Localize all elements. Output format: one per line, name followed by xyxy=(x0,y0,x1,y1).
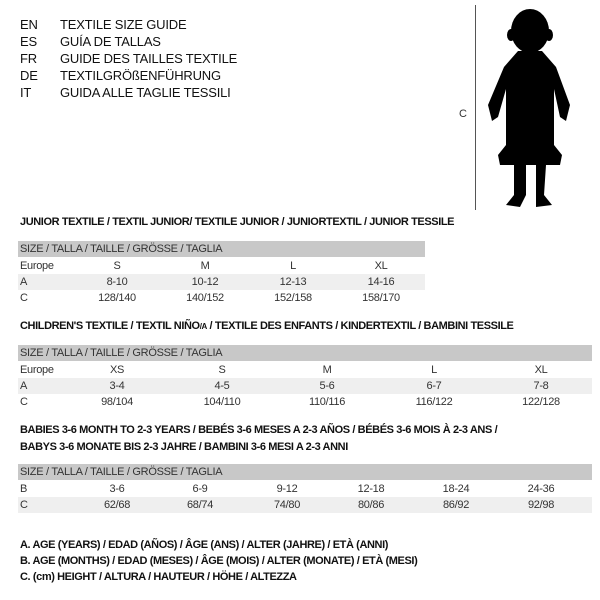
legend-item: C. (cm) HEIGHT / ALTURA / HAUTEUR / HÖHE… xyxy=(20,571,297,583)
header-label: SIZE / TALLA / TAILLE / GRÖSSE / TAGLIA xyxy=(20,347,223,359)
table-cell: 7-8 xyxy=(533,380,549,392)
row-label: B xyxy=(20,483,28,495)
language-line: IT GUIDA ALLE TAGLIE TESSILI xyxy=(20,84,237,101)
language-list: EN TEXTILE SIZE GUIDE ES GUÍA DE TALLAS FR GU… xyxy=(20,16,237,101)
row-label: C xyxy=(20,292,28,304)
language-title: GUÍA DE TALLAS xyxy=(60,34,161,49)
table-cell: 116/122 xyxy=(415,396,453,408)
table-cell: 18-24 xyxy=(442,483,470,495)
table-cell: XS xyxy=(109,364,125,376)
header-label: SIZE / TALLA / TAILLE / GRÖSSE / TAGLIA xyxy=(20,466,223,478)
table-cell: XL xyxy=(534,364,548,376)
table-cell: 62/68 xyxy=(103,499,131,511)
child-silhouette-icon xyxy=(488,9,570,207)
table-cell: L xyxy=(431,364,437,376)
table-cell: 8-10 xyxy=(106,276,128,288)
table-cell: S xyxy=(113,260,121,272)
language-line: FR GUIDE DES TAILLES TEXTILE xyxy=(20,50,237,67)
language-line: EN TEXTILE SIZE GUIDE xyxy=(20,16,237,33)
row-label: C xyxy=(20,396,28,408)
table-row: C 62/68 68/74 74/80 80/86 86/92 92/98 xyxy=(18,497,592,513)
babies-title-line2: BABYS 3-6 MONATE BIS 2-3 JAHRE / BAMBINI… xyxy=(20,441,348,453)
legend-item: A. AGE (YEARS) / EDAD (AÑOS) / ÂGE (ANS)… xyxy=(20,539,388,551)
height-line xyxy=(475,5,476,210)
table-row: Europe S M L XL xyxy=(18,258,425,274)
table-cell: 3-4 xyxy=(109,380,125,392)
height-label: C xyxy=(459,108,467,120)
legend: A. AGE (YEARS) / EDAD (AÑOS) / ÂGE (ANS)… xyxy=(20,537,418,585)
table-cell: 152/158 xyxy=(274,292,312,304)
table-cell: 12-18 xyxy=(357,483,385,495)
row-label: A xyxy=(20,276,28,288)
legend-item: B. AGE (MONTHS) / EDAD (MESES) / ÂGE (MO… xyxy=(20,555,418,567)
table-cell: 92/98 xyxy=(527,499,555,511)
table-cell: 3-6 xyxy=(109,483,125,495)
table-cell: XL xyxy=(374,260,388,272)
table-cell: 140/152 xyxy=(186,292,224,304)
junior-size-table: SIZE / TALLA / TAILLE / GRÖSSE / TAGLIA E… xyxy=(18,241,425,306)
table-cell: 74/80 xyxy=(273,499,301,511)
row-label: A xyxy=(20,380,28,392)
table-cell: 80/86 xyxy=(357,499,385,511)
table-header: SIZE / TALLA / TAILLE / GRÖSSE / TAGLIA xyxy=(18,464,592,480)
babies-size-table: SIZE / TALLA / TAILLE / GRÖSSE / TAGLIA B… xyxy=(18,464,592,513)
row-label: Europe xyxy=(20,260,54,272)
table-row: B 3-6 6-9 9-12 12-18 18-24 24-36 xyxy=(18,481,592,497)
table-cell: 6-7 xyxy=(426,380,442,392)
children-size-table: SIZE / TALLA / TAILLE / GRÖSSE / TAGLIA E… xyxy=(18,345,592,410)
language-code: ES xyxy=(20,34,37,49)
row-label: Europe xyxy=(20,364,54,376)
language-code: IT xyxy=(20,85,32,100)
header-label: SIZE / TALLA / TAILLE / GRÖSSE / TAGLIA xyxy=(20,243,223,255)
table-cell: M xyxy=(322,364,332,376)
children-title: CHILDREN'S TEXTILE / TEXTIL NIÑO/A / TEX… xyxy=(20,320,514,332)
language-line: DE TEXTILGRÖßENFÜHRUNG xyxy=(20,67,237,84)
language-line: ES GUÍA DE TALLAS xyxy=(20,33,237,50)
table-row: A 8-10 10-12 12-13 14-16 xyxy=(18,274,425,290)
table-row: C 128/140 140/152 152/158 158/170 xyxy=(18,290,425,306)
table-cell: 98/104 xyxy=(101,396,133,408)
table-cell: 10-12 xyxy=(191,276,219,288)
table-cell: 110/116 xyxy=(308,396,346,408)
table-cell: 158/170 xyxy=(362,292,400,304)
table-cell: 86/92 xyxy=(442,499,470,511)
table-cell: M xyxy=(200,260,210,272)
table-header: SIZE / TALLA / TAILLE / GRÖSSE / TAGLIA xyxy=(18,345,592,361)
table-cell: 14-16 xyxy=(367,276,395,288)
table-cell: 9-12 xyxy=(276,483,298,495)
table-cell: 12-13 xyxy=(279,276,307,288)
junior-title: JUNIOR TEXTILE / TEXTIL JUNIOR/ TEXTILE … xyxy=(20,216,455,228)
table-header: SIZE / TALLA / TAILLE / GRÖSSE / TAGLIA xyxy=(18,241,425,257)
row-label: C xyxy=(20,499,28,511)
table-row: A 3-4 4-5 5-6 6-7 7-8 xyxy=(18,378,592,394)
table-cell: 24-36 xyxy=(527,483,555,495)
language-title: GUIDE DES TAILLES TEXTILE xyxy=(60,51,238,66)
language-code: FR xyxy=(20,51,37,66)
table-cell: 6-9 xyxy=(192,483,208,495)
table-cell: 122/128 xyxy=(522,396,560,408)
language-code: DE xyxy=(20,68,38,83)
language-title: TEXTILE SIZE GUIDE xyxy=(60,17,187,32)
table-cell: 68/74 xyxy=(186,499,214,511)
babies-title-line1: BABIES 3-6 MONTH TO 2-3 YEARS / BEBÉS 3-… xyxy=(20,424,498,436)
table-cell: L xyxy=(290,260,296,272)
table-row: Europe XS S M L XL xyxy=(18,362,592,378)
table-cell: 5-6 xyxy=(319,380,335,392)
table-cell: S xyxy=(218,364,226,376)
language-title: GUIDA ALLE TAGLIE TESSILI xyxy=(60,85,231,100)
table-row: C 98/104 104/110 110/116 116/122 122/128 xyxy=(18,394,592,410)
table-cell: 4-5 xyxy=(214,380,230,392)
table-cell: 128/140 xyxy=(98,292,136,304)
table-cell: 104/110 xyxy=(203,396,241,408)
language-code: EN xyxy=(20,17,38,32)
language-title: TEXTILGRÖßENFÜHRUNG xyxy=(60,68,221,83)
